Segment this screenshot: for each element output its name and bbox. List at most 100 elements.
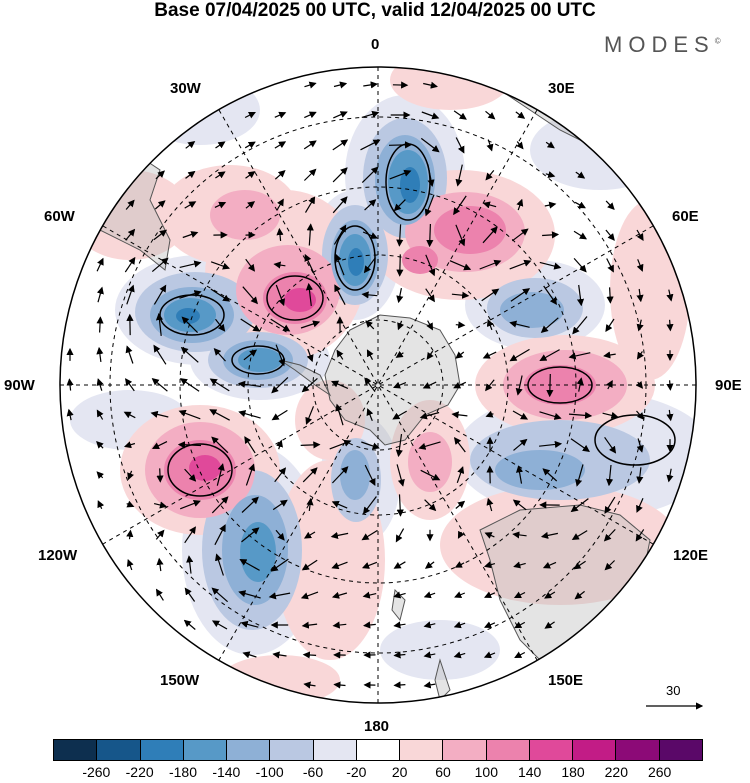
wind-vector: [242, 651, 257, 659]
modes-logo: MODES©: [604, 32, 721, 58]
wind-vector: [179, 260, 202, 268]
wind-vector: [178, 409, 201, 420]
wind-vector: [96, 378, 104, 391]
wind-vector: [245, 463, 256, 486]
wind-vector: [335, 403, 344, 426]
anomaly-fields: [70, 67, 696, 703]
wind-vector: [274, 467, 287, 483]
wind-vector: [545, 141, 555, 149]
wind-vector: [539, 411, 562, 420]
colorbar-tick-label: -260: [82, 764, 111, 780]
wind-vector: [211, 620, 228, 630]
wind-vector: [540, 317, 559, 333]
wind-vector: [151, 441, 168, 450]
wind-vector: [509, 320, 530, 328]
wind-vector: [366, 408, 374, 422]
wind-vector: [303, 140, 317, 150]
colorbar-swatch: [97, 740, 141, 760]
wind-vector: [186, 555, 194, 574]
wind-vector: [215, 171, 226, 179]
wind-vector: [423, 621, 436, 629]
wind-vector: [334, 284, 346, 305]
wind-vector: [543, 285, 557, 305]
wind-vector: [605, 200, 615, 210]
wind-vector: [331, 500, 348, 509]
wind-vector: [604, 496, 616, 514]
wind-vector: [125, 345, 134, 364]
wind-vector: [451, 291, 470, 299]
wind-vector: [214, 201, 227, 209]
colorbar-tick-label: -220: [125, 764, 154, 780]
colorbar-swatch: [573, 740, 617, 760]
wind-vector: [364, 199, 377, 211]
wind-vector: [361, 291, 378, 299]
wind-vector: [237, 380, 261, 388]
wind-vector: [304, 111, 317, 119]
wind-vector: [573, 258, 587, 273]
wind-vector: [636, 351, 644, 360]
wind-vector: [424, 561, 435, 569]
wind-vector: [302, 651, 317, 659]
wind-vector: [604, 436, 617, 454]
wind-vector: [214, 524, 226, 546]
wind-vector: [455, 321, 466, 329]
wind-vector: [605, 229, 615, 241]
wind-vector: [423, 651, 436, 659]
wind-vector: [363, 621, 376, 629]
wind-vector: [180, 346, 199, 363]
wind-vector: [576, 377, 584, 392]
colorbar-tick-label: 260: [647, 764, 672, 780]
wind-vector: [397, 320, 404, 331]
wind-vector: [482, 226, 498, 244]
wind-vector: [546, 373, 554, 398]
wind-vector: [574, 201, 586, 209]
wind-vector: [512, 499, 527, 511]
map-boundary: [59, 66, 697, 704]
wind-vector: [242, 286, 258, 305]
wind-vector: [636, 497, 644, 513]
colorbar-swatch: [183, 740, 228, 760]
wind-vector: [185, 140, 196, 149]
wind-vector: [333, 224, 347, 245]
wind-vector: [573, 230, 588, 240]
wind-vector: [454, 561, 465, 568]
wind-vector: [185, 170, 196, 179]
wind-vector: [334, 253, 345, 276]
wind-vector: [211, 496, 229, 514]
copyright-mark: ©: [714, 36, 721, 46]
wind-vector: [605, 318, 615, 332]
wind-vector: [123, 441, 136, 449]
wind-vector: [153, 284, 167, 305]
wind-vector: [425, 254, 436, 277]
wind-vector: [238, 590, 261, 599]
wind-vector: [423, 681, 436, 689]
wind-vector: [156, 468, 164, 483]
wind-vector: [539, 440, 563, 449]
wind-vector: [126, 500, 135, 508]
wind-vector: [515, 375, 523, 396]
wind-vector: [486, 318, 494, 331]
wind-vector: [181, 316, 199, 334]
wind-vector: [515, 111, 526, 119]
colorbar-swatch: [227, 740, 271, 760]
wind-vector: [392, 410, 408, 420]
lon-label-120w: 120W: [38, 547, 78, 564]
wind-vector: [420, 137, 440, 153]
wind-vector: [513, 591, 526, 599]
wind-vector: [365, 320, 375, 330]
wind-vector: [241, 527, 260, 543]
wind-vector: [423, 81, 438, 89]
wind-vector: [361, 529, 378, 541]
wind-vector: [636, 438, 644, 453]
wind-vector: [453, 651, 466, 659]
wind-vector: [272, 651, 287, 659]
wind-vector: [418, 441, 441, 450]
wind-vector: [426, 320, 433, 331]
wind-vector: [393, 621, 406, 629]
wind-vector: [484, 591, 496, 599]
wind-vector: [330, 380, 349, 389]
wind-vector: [275, 344, 286, 367]
wind-vector: [603, 351, 616, 359]
wind-vector: [362, 496, 377, 515]
wind-vector: [151, 257, 169, 273]
